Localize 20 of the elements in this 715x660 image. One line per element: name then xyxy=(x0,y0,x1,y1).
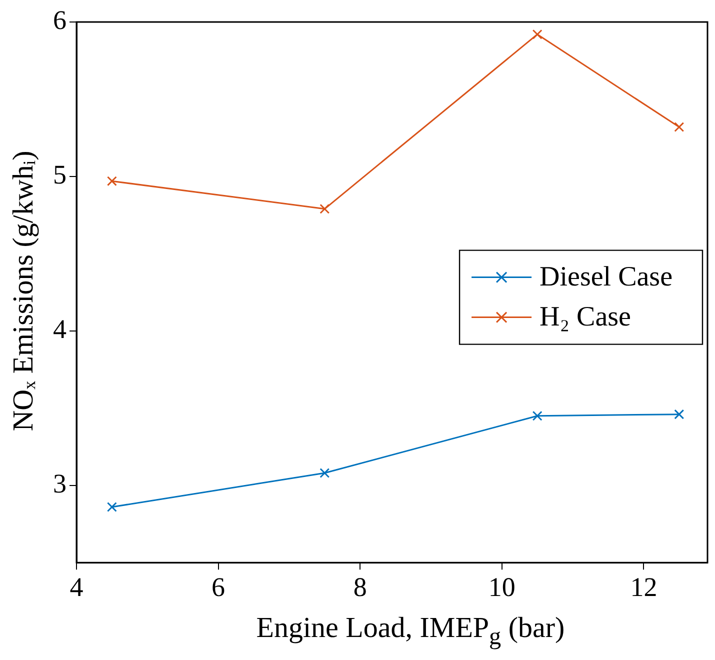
y-tick-label: 5 xyxy=(53,160,66,190)
point xyxy=(674,122,684,132)
point xyxy=(106,502,117,512)
legend-label: Diesel Case xyxy=(540,262,673,293)
point xyxy=(532,410,542,421)
x-tick-label: 6 xyxy=(212,572,226,602)
x-tick-label: 8 xyxy=(353,572,367,602)
legend-label: H₂ Case xyxy=(540,302,631,333)
x-tick-label: 10 xyxy=(488,572,516,602)
y-tick-label: 3 xyxy=(53,468,66,498)
y-axis-title: NOₓ Emissions (g/kwhᵢ) xyxy=(8,150,40,432)
x-tick-label: 12 xyxy=(630,572,658,602)
y-tick-label: 4 xyxy=(53,314,67,344)
point xyxy=(674,409,684,420)
x-axis-title: Engine Load, IMEP$_{g}$ (bar) xyxy=(255,612,566,651)
y-tick-label: 6 xyxy=(53,5,66,36)
point xyxy=(320,468,330,478)
point xyxy=(320,204,330,214)
point xyxy=(532,29,542,40)
point xyxy=(106,176,117,186)
